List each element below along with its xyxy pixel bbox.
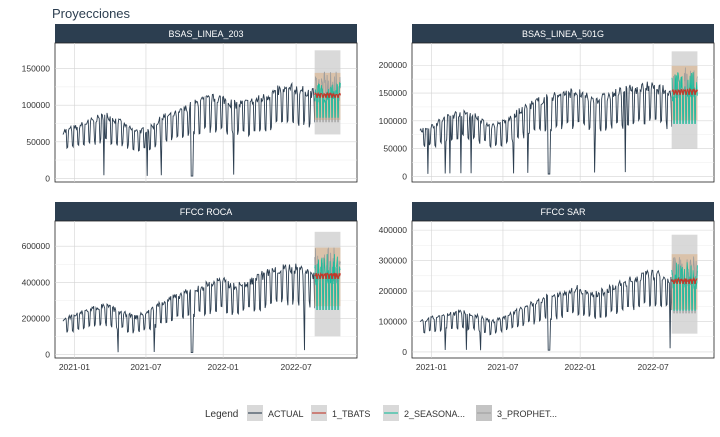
series-actual: [62, 81, 316, 177]
x-tick-label: 2022-07: [637, 362, 668, 372]
y-tick-label: 200000: [22, 313, 51, 323]
panel-title: FFCC SAR: [541, 207, 587, 217]
panel-strip: [412, 24, 714, 43]
legend-label: 3_PROPHET...: [497, 409, 557, 419]
series-seasonal: [671, 262, 698, 311]
series-actual: [62, 263, 316, 354]
panel-strip: [412, 202, 714, 221]
panel-strip: [55, 202, 357, 221]
y-tick-label: 150000: [22, 64, 51, 74]
y-tick-label: 400000: [379, 225, 408, 235]
legend: Legend ACTUAL 1_TBATS 2_SEASONA... 3_PROPHE…: [205, 405, 557, 421]
x-tick-label: 2022-01: [208, 362, 239, 372]
panel-title: BSAS_LINEA_203: [168, 29, 243, 39]
y-tick-label: 50000: [383, 144, 407, 154]
legend-title: Legend: [205, 409, 238, 420]
series-seasonal: [671, 72, 698, 124]
y-tick-label: 100000: [379, 116, 408, 126]
panel-3: FFCC ROCA 0 200000 400000 600000 2021-01 2021-…: [22, 202, 358, 372]
x-tick-label: 2022-01: [565, 362, 596, 372]
legend-label: 1_TBATS: [332, 409, 370, 419]
panel-2: BSAS_LINEA_501G 0 50000 100000 150000 200000: [379, 24, 715, 183]
series-tbats: [314, 272, 341, 280]
panel-title: BSAS_LINEA_501G: [522, 29, 604, 39]
series-actual: [419, 269, 673, 351]
figure-title: Proyecciones: [52, 6, 131, 21]
legend-label: 2_SEASONA...: [404, 409, 465, 419]
series-tbats: [314, 91, 341, 98]
y-tick-label: 400000: [22, 277, 51, 287]
y-tick-label: 300000: [379, 256, 408, 266]
x-tick-label: 2022-07: [280, 362, 311, 372]
x-tick-label: 2021-01: [416, 362, 447, 372]
legend-label: ACTUAL: [268, 409, 304, 419]
y-tick-label: 200000: [379, 286, 408, 296]
panel-strip: [55, 24, 357, 43]
x-tick-label: 2021-07: [130, 362, 161, 372]
y-tick-label: 0: [45, 349, 50, 359]
y-tick-label: 0: [402, 171, 407, 181]
y-tick-label: 150000: [379, 88, 408, 98]
series-tbats: [671, 87, 698, 95]
y-tick-label: 0: [402, 347, 407, 357]
y-tick-label: 50000: [26, 137, 50, 147]
y-tick-label: 100000: [379, 316, 408, 326]
y-tick-label: 100000: [22, 100, 51, 110]
y-tick-label: 600000: [22, 241, 51, 251]
y-tick-label: 200000: [379, 60, 408, 70]
x-tick-label: 2021-01: [59, 362, 90, 372]
x-tick-label: 2021-07: [487, 362, 518, 372]
panel-4: FFCC SAR 0 100000 200000 300000 400000 2021-01…: [379, 202, 715, 372]
panel-1: BSAS_LINEA_203 0 50000 100000 150000: [22, 24, 358, 183]
y-tick-label: 0: [45, 173, 50, 183]
series-tbats: [671, 276, 698, 285]
plot-area: [411, 220, 715, 359]
panel-title: FFCC ROCA: [180, 207, 233, 217]
series-actual: [419, 81, 673, 175]
